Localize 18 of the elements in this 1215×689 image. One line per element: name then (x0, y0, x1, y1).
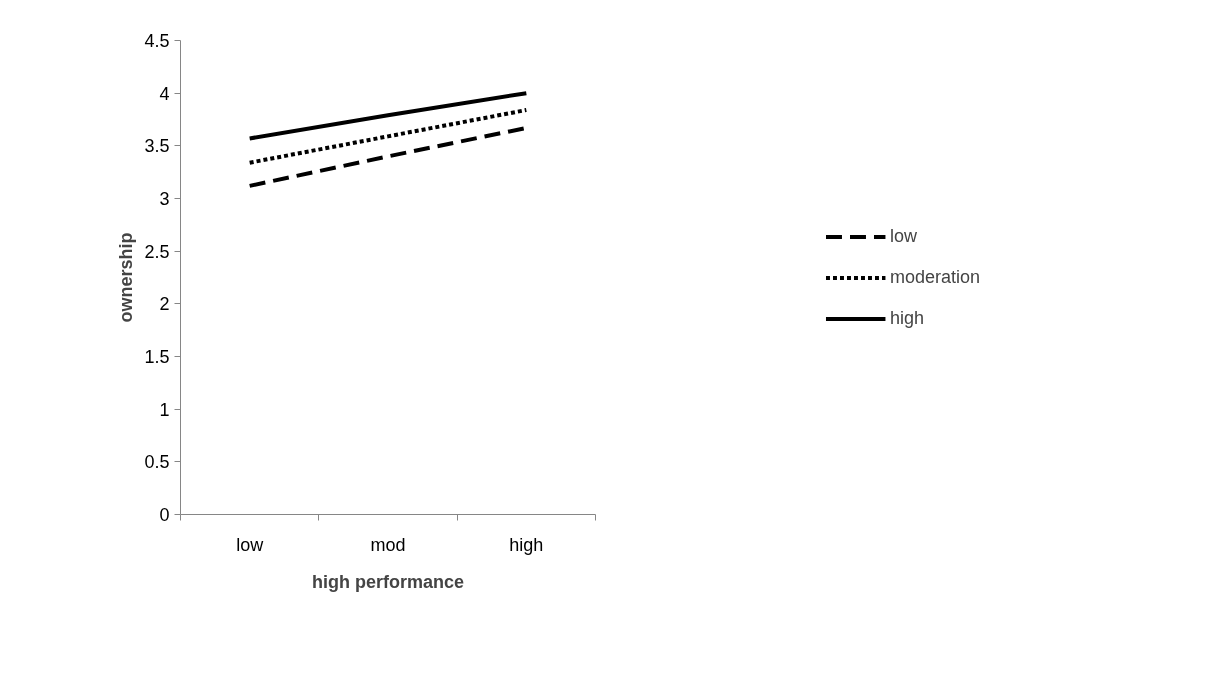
y-tick-label: 0.5 (144, 452, 170, 473)
y-tick-label: 2.5 (144, 241, 170, 262)
x-tick-label: high (509, 534, 544, 555)
y-tick-label: 2 (159, 294, 170, 315)
legend-label: moderation (889, 266, 981, 288)
legend-label: high (889, 307, 924, 329)
y-tick-label: 3.5 (144, 136, 170, 157)
x-tick-label: low (236, 534, 265, 555)
y-tick-label: 4.5 (144, 31, 170, 51)
y-tick-label: 3 (159, 189, 170, 209)
y-tick-label: 1 (159, 399, 170, 420)
y-tick-label: 0 (159, 505, 170, 525)
y-axis-title: ownership (116, 232, 137, 323)
legend-label: low (889, 225, 917, 247)
y-tick-label: 4 (159, 83, 170, 104)
y-tick-label: 1.5 (144, 347, 170, 367)
x-tick-label: mod (370, 534, 406, 555)
x-axis-title: high performance (311, 571, 465, 592)
